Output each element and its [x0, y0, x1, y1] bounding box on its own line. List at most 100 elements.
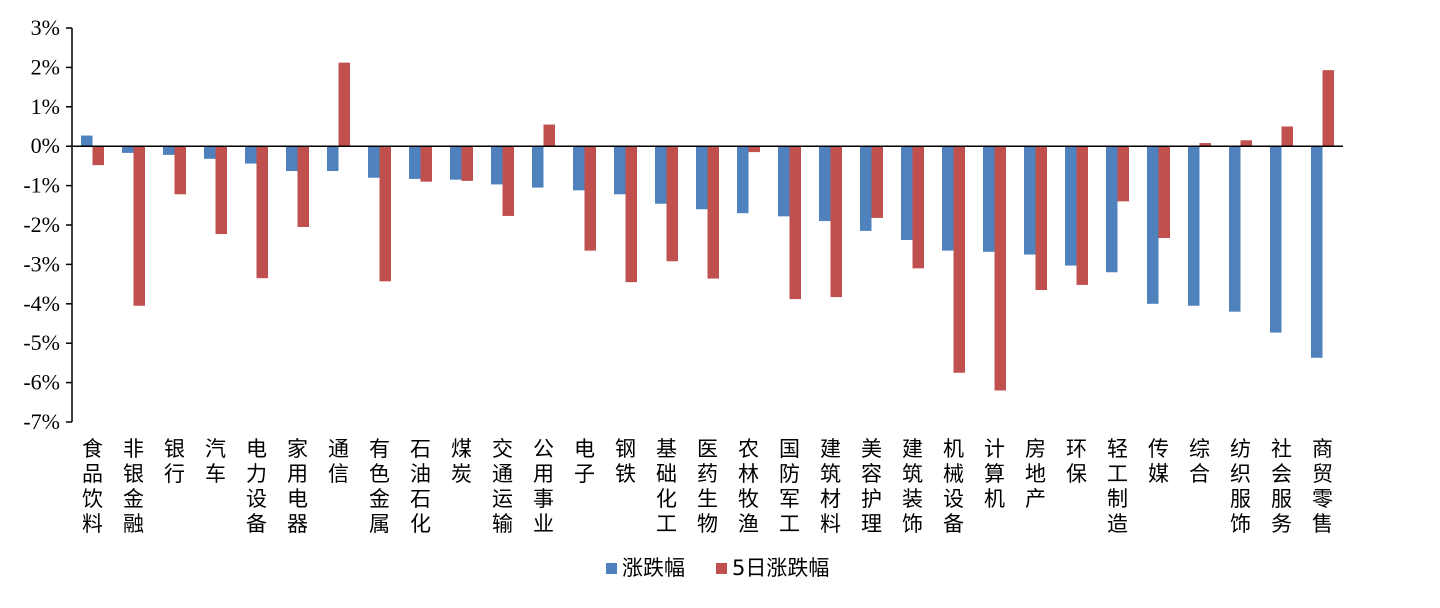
legend-label-change-5d: 5日涨跌幅 — [732, 556, 829, 580]
category-label-5: 家用电器 — [287, 437, 308, 536]
category-label-21: 机械设备 — [943, 437, 964, 536]
bar-change-5d-15 — [707, 146, 719, 279]
legend-swatch-change — [606, 563, 617, 574]
category-label-8: 石油石化 — [410, 437, 431, 536]
bar-change-5d-4 — [256, 146, 268, 279]
category-label-23: 房地产 — [1025, 437, 1046, 511]
category-label-16: 农林牧渔 — [738, 437, 759, 536]
y-tick-label-7: -4% — [23, 291, 60, 316]
bar-change-5 — [286, 146, 298, 172]
bar-change-15 — [696, 146, 708, 210]
bar-change-3 — [204, 146, 216, 159]
bar-change-8 — [409, 146, 421, 179]
category-label-17: 国防军工 — [779, 437, 800, 536]
y-tick-label-3: 0% — [31, 133, 60, 158]
category-label-7: 有色金属 — [369, 437, 390, 536]
category-label-22: 计算机 — [984, 437, 1005, 511]
bar-change-29 — [1270, 146, 1282, 333]
bar-change-5d-17 — [789, 146, 801, 300]
y-tick-label-5: -2% — [23, 212, 60, 237]
bar-change-5d-10 — [502, 146, 514, 216]
bar-change-26 — [1147, 146, 1159, 304]
legend: 涨跌幅 5日涨跌幅 — [606, 556, 829, 580]
bars-layer — [81, 62, 1334, 391]
bar-change-10 — [491, 146, 503, 185]
bar-change-2 — [163, 146, 175, 155]
bar-change-5d-30 — [1322, 70, 1334, 147]
category-label-20: 建筑装饰 — [902, 437, 923, 536]
bar-change-5d-21 — [953, 146, 965, 373]
category-label-18: 建筑材料 — [820, 437, 841, 536]
bar-change-5d-18 — [830, 146, 842, 298]
bar-change-5d-13 — [625, 146, 637, 283]
category-label-29: 社会服务 — [1271, 437, 1292, 536]
bar-change-11 — [532, 146, 544, 188]
bar-change-25 — [1106, 146, 1118, 273]
category-label-2: 银行 — [164, 437, 185, 486]
category-label-13: 钢铁 — [615, 437, 636, 486]
bar-change-5d-3 — [215, 146, 227, 235]
bar-change-4 — [245, 146, 257, 164]
category-label-28: 纺织服饰 — [1230, 437, 1251, 536]
bar-change-13 — [614, 146, 626, 195]
bar-change-19 — [860, 146, 872, 231]
bar-change-5d-5 — [297, 146, 309, 227]
bar-change-9 — [450, 146, 462, 180]
category-label-14: 基础化工 — [656, 437, 677, 536]
y-tick-label-9: -6% — [23, 370, 60, 395]
category-label-15: 医药生物 — [697, 437, 718, 536]
bar-change-5d-9 — [461, 146, 473, 181]
bar-change-0 — [81, 135, 93, 147]
y-tick-label-8: -5% — [23, 330, 60, 355]
bar-change-28 — [1229, 146, 1241, 312]
bar-change-6 — [327, 146, 339, 172]
bar-change-5d-26 — [1158, 146, 1170, 238]
bar-change-5d-1 — [133, 146, 145, 306]
bar-change-22 — [983, 146, 995, 252]
y-tick-label-10: -7% — [23, 409, 60, 434]
bar-change-5d-2 — [174, 146, 186, 195]
bar-change-5d-12 — [584, 146, 596, 251]
bar-change-18 — [819, 146, 831, 222]
bar-change-17 — [778, 146, 790, 217]
category-label-6: 通信 — [328, 437, 349, 486]
bar-change-1 — [122, 146, 134, 153]
category-label-30: 商贸零售 — [1312, 437, 1333, 536]
bar-change-20 — [901, 146, 913, 240]
category-label-0: 食品饮料 — [82, 437, 103, 536]
bar-change-30 — [1311, 146, 1323, 358]
bar-change-5d-23 — [1035, 146, 1047, 291]
bar-change-5d-19 — [871, 146, 883, 218]
category-label-3: 汽车 — [205, 437, 226, 486]
bar-change-5d-29 — [1281, 126, 1293, 147]
bar-change-5d-14 — [666, 146, 678, 262]
bar-change-21 — [942, 146, 954, 251]
y-tick-label-0: 3% — [31, 15, 60, 40]
bar-change-14 — [655, 146, 667, 204]
bar-change-5d-11 — [543, 124, 555, 147]
category-label-9: 煤炭 — [451, 437, 472, 486]
bar-change-5d-24 — [1076, 146, 1088, 285]
bar-change-23 — [1024, 146, 1036, 255]
y-tick-label-1: 2% — [31, 54, 60, 79]
category-label-1: 非银金融 — [123, 437, 144, 536]
category-label-27: 综合 — [1189, 437, 1210, 486]
category-label-26: 传媒 — [1148, 437, 1169, 486]
legend-swatch-change-5d — [716, 563, 727, 574]
category-label-25: 轻工制造 — [1107, 437, 1128, 536]
legend-label-change: 涨跌幅 — [622, 556, 685, 580]
axis-layer: 3% 2% 1% 0% -1% -2% -3% -4% -5% -6% -7% 食品饮料非银金融银行汽… — [23, 15, 1343, 536]
bar-change-5d-27 — [1199, 143, 1211, 147]
category-label-4: 电力设备 — [246, 437, 267, 536]
category-label-11: 公用事业 — [533, 437, 554, 536]
bar-change-5d-20 — [912, 146, 924, 269]
bar-change-5d-28 — [1240, 140, 1252, 147]
category-label-10: 交通运输 — [492, 437, 513, 536]
y-tick-label-2: 1% — [31, 94, 60, 119]
bar-change-5d-25 — [1117, 146, 1129, 202]
bar-change-12 — [573, 146, 585, 191]
bar-change-24 — [1065, 146, 1077, 266]
bar-change-7 — [368, 146, 380, 178]
category-label-12: 电子 — [574, 437, 595, 486]
